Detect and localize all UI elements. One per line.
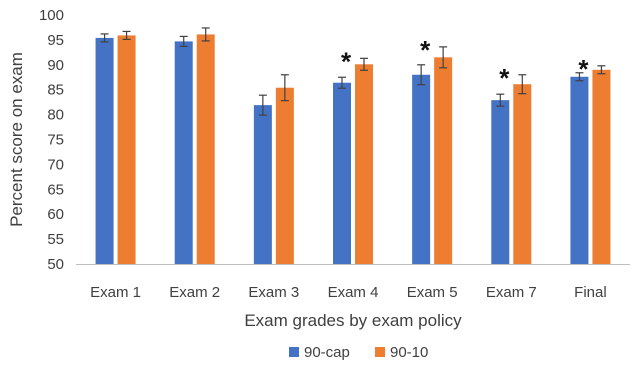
bar-series-2: [355, 64, 373, 264]
x-tick-label: Exam 3: [248, 284, 299, 301]
x-tick-label: Final: [574, 284, 607, 301]
bars: [95, 34, 611, 265]
y-axis-title: Percent score on exam: [7, 52, 26, 227]
legend-label: 90-10: [390, 344, 428, 361]
x-axis-labels: Exam 1 Exam 2 Exam 3 Exam 4 Exam 5 Exam 7 Fina…: [90, 284, 607, 301]
y-tick-label: 85: [47, 82, 64, 99]
significance-asterisk: *: [420, 35, 431, 65]
significance-asterisk: *: [341, 46, 352, 76]
significance-markers: * * * *: [341, 35, 589, 93]
y-axis-ticks: 50 55 60 65 70 75 80 85 90 95 100: [39, 7, 64, 273]
x-tick-label: Exam 5: [407, 284, 458, 301]
error-bars: [100, 27, 606, 116]
x-tick-label: Exam 7: [486, 284, 537, 301]
x-tick-label: Exam 2: [169, 284, 220, 301]
bar-series-1: [253, 105, 272, 264]
y-tick-label: 65: [47, 181, 64, 198]
legend-swatch-series-2: [375, 347, 385, 357]
x-tick-label: Exam 4: [328, 284, 379, 301]
significance-asterisk: *: [578, 54, 589, 84]
bar-series-2: [434, 57, 453, 264]
y-tick-label: 75: [47, 132, 64, 149]
y-tick-label: 50: [47, 256, 64, 273]
bar-series-2: [592, 69, 611, 264]
bar-series-2: [196, 34, 215, 265]
bar-series-1: [333, 82, 351, 264]
y-tick-label: 70: [47, 156, 64, 173]
y-tick-label: 90: [47, 57, 64, 74]
x-tick-label: Exam 1: [90, 284, 141, 301]
y-tick-label: 55: [47, 231, 64, 248]
y-tick-label: 60: [47, 206, 64, 223]
bar-series-1: [491, 100, 510, 265]
bar-series-1: [174, 41, 193, 265]
x-axis-title: Exam grades by exam policy: [244, 311, 462, 330]
legend-swatch-series-1: [289, 347, 299, 357]
bar-series-2: [513, 84, 532, 264]
bar-series-2: [117, 35, 136, 264]
y-tick-label: 100: [39, 7, 64, 24]
y-tick-label: 80: [47, 107, 64, 124]
bar-series-2: [275, 87, 294, 264]
bar-series-1: [95, 37, 114, 264]
legend-label: 90-cap: [304, 344, 350, 361]
bar-series-1: [412, 74, 431, 264]
legend: 90-cap 90-10: [289, 344, 428, 361]
significance-asterisk: *: [499, 63, 510, 93]
bar-series-1: [570, 76, 589, 264]
y-tick-label: 95: [47, 32, 64, 49]
